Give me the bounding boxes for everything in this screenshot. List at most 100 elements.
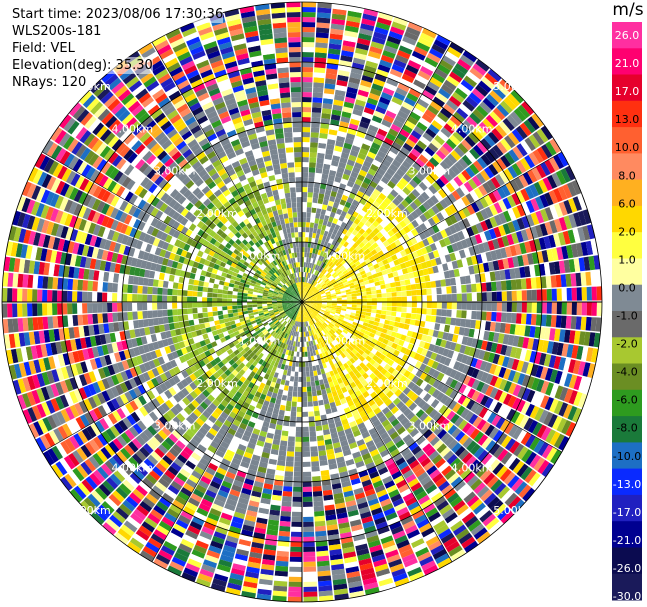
gate-cell	[432, 153, 443, 164]
gate-cell	[302, 341, 305, 347]
gate-cell	[514, 243, 522, 256]
gate-cell	[309, 157, 317, 163]
gate-cell	[381, 269, 388, 276]
gate-cell	[588, 255, 596, 271]
gate-cell	[318, 399, 324, 406]
gate-cell	[443, 79, 457, 91]
gate-cell	[392, 119, 404, 129]
gate-cell	[466, 215, 476, 226]
gate-cell	[321, 296, 327, 299]
gate-cell	[314, 520, 326, 527]
gate-cell	[508, 149, 520, 162]
gate-cell	[312, 232, 317, 239]
gate-cell	[545, 141, 557, 156]
gate-cell	[525, 278, 532, 289]
gate-cell	[314, 270, 318, 276]
gate-cell	[383, 45, 398, 55]
gate-cell	[404, 260, 412, 268]
gate-cell	[330, 270, 336, 276]
gate-cell	[371, 290, 377, 295]
gate-cell	[356, 94, 368, 102]
gate-cell	[401, 160, 412, 170]
gate-cell	[324, 83, 336, 90]
gate-cell	[517, 104, 531, 119]
gate-cell	[321, 388, 327, 395]
gate-cell	[362, 276, 369, 282]
gate-cell	[336, 303, 342, 306]
gate-cell	[419, 223, 428, 232]
gate-cell	[450, 150, 461, 161]
gate-cell	[480, 169, 491, 182]
gate-cell	[411, 219, 419, 228]
gate-cell	[490, 342, 498, 353]
gate-cell	[590, 317, 597, 332]
gate-cell	[340, 259, 347, 265]
gate-cell	[517, 336, 525, 348]
gate-cell	[521, 101, 535, 116]
gate-cell	[332, 104, 343, 112]
gate-cell	[504, 135, 516, 149]
gate-cell	[380, 54, 394, 64]
gate-cell	[281, 430, 289, 437]
gate-cell	[402, 233, 410, 242]
gate-cell	[344, 96, 356, 104]
gate-cell	[394, 281, 401, 287]
gate-cell	[302, 346, 305, 352]
gate-cell	[316, 12, 331, 19]
gate-cell	[352, 257, 359, 264]
gate-cell	[314, 276, 319, 281]
gate-cell	[361, 75, 374, 83]
gate-cell	[292, 491, 302, 497]
gate-cell	[374, 317, 381, 323]
gate-cell	[393, 321, 400, 328]
gate-cell	[315, 293, 321, 297]
gate-cell	[309, 162, 316, 168]
gate-cell	[335, 261, 341, 267]
gate-cell	[409, 55, 424, 66]
gate-cell	[498, 199, 508, 212]
gate-cell	[556, 288, 562, 301]
gate-cell	[586, 302, 592, 316]
gate-cell	[381, 302, 387, 306]
gate-cell	[446, 119, 459, 131]
gate-cell	[306, 298, 312, 301]
gate-cell	[414, 234, 422, 243]
gate-cell	[560, 168, 571, 183]
gate-cell	[331, 160, 339, 167]
gate-cell	[296, 351, 300, 357]
gate-cell	[424, 275, 431, 282]
gate-cell	[305, 277, 308, 283]
gate-cell	[326, 144, 335, 151]
gate-cell	[372, 176, 381, 185]
gate-cell	[484, 72, 499, 86]
gate-cell	[414, 277, 421, 284]
gate-cell	[368, 278, 375, 284]
gate-cell	[395, 252, 403, 259]
gate-cell	[524, 241, 532, 253]
gate-cell	[389, 101, 401, 110]
gate-cell	[442, 142, 454, 153]
gate-cell	[364, 283, 371, 289]
gate-cell	[340, 267, 347, 273]
gate-cell	[379, 212, 387, 221]
gate-cell	[337, 237, 343, 244]
gate-cell	[338, 215, 345, 222]
gate-cell	[355, 245, 362, 252]
gate-cell	[320, 291, 326, 295]
gate-cell	[329, 255, 335, 262]
gate-cell	[447, 153, 458, 164]
gate-cell	[334, 287, 340, 291]
gate-cell	[310, 441, 318, 447]
gate-cell	[315, 292, 320, 296]
gate-cell	[563, 199, 573, 215]
gate-cell	[500, 138, 512, 151]
gate-cell	[358, 228, 366, 235]
gate-cell	[303, 496, 313, 502]
gate-cell	[334, 224, 341, 231]
gate-cell	[313, 500, 324, 507]
gate-cell	[411, 296, 417, 302]
gate-cell	[342, 234, 349, 242]
gate-cell	[364, 201, 372, 209]
gate-cell	[395, 223, 403, 231]
gate-cell	[555, 315, 562, 328]
